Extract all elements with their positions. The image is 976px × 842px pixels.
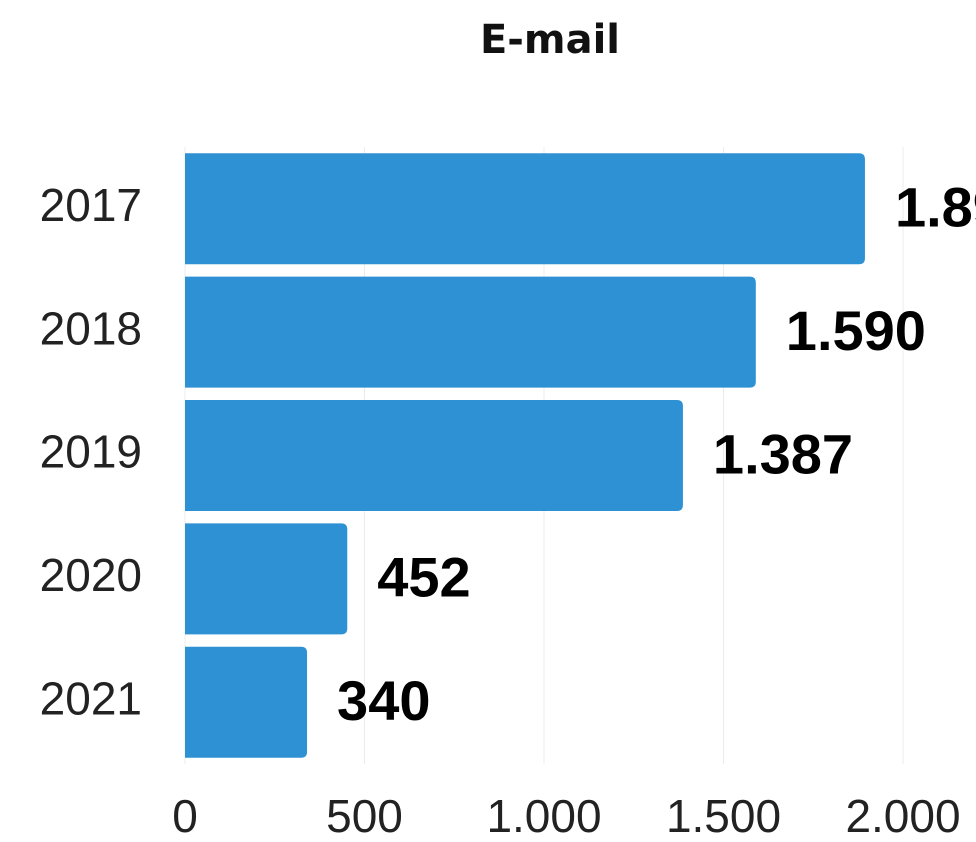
y-tick-label: 2020 — [40, 549, 142, 601]
value-label: 452 — [377, 546, 470, 609]
x-tick-label: 0 — [172, 790, 198, 842]
value-label: 340 — [337, 669, 430, 732]
bar — [185, 523, 348, 635]
value-label: 1.894 — [895, 175, 976, 238]
x-tick-label: 1.500 — [666, 790, 781, 842]
chart-title: E-mail — [480, 17, 620, 63]
y-tick-label: 2019 — [40, 426, 142, 478]
value-label: 1.590 — [786, 299, 926, 362]
y-tick-label: 2021 — [40, 672, 142, 724]
bar — [185, 400, 683, 511]
x-tick-label: 500 — [326, 790, 403, 842]
bar — [185, 153, 865, 265]
value-label: 1.387 — [713, 422, 853, 485]
y-tick-label: 2017 — [40, 179, 142, 231]
y-tick-label: 2018 — [40, 302, 142, 354]
x-tick-label: 1.000 — [486, 790, 601, 842]
bar — [185, 276, 756, 388]
bar — [185, 646, 308, 758]
x-tick-label: 2.000 — [845, 790, 960, 842]
